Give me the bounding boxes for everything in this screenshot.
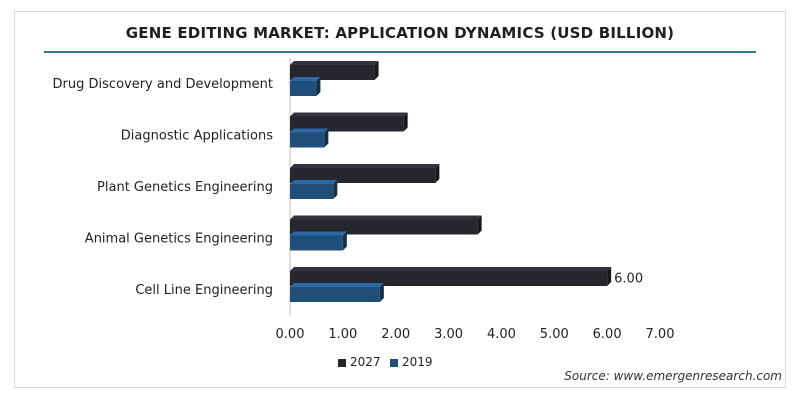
chart-title: GENE EDITING MARKET: APPLICATION DYNAMIC… <box>125 24 675 42</box>
bar-2019 <box>290 77 321 96</box>
bar-2019 <box>290 180 338 199</box>
x-tick-label: 3.00 <box>434 327 463 342</box>
bar-2019 <box>290 283 384 302</box>
bar-2027 <box>290 164 440 183</box>
category-label: Diagnostic Applications <box>121 129 273 144</box>
title-underline <box>44 51 756 53</box>
legend-swatch-2019 <box>390 359 398 367</box>
legend-label-2027: 2027 <box>350 355 381 369</box>
bar-2027 <box>290 215 482 235</box>
bar-2019 <box>290 231 347 251</box>
category-label: Cell Line Engineering <box>135 283 273 298</box>
category-label: Plant Genetics Engineering <box>97 180 273 195</box>
category-label: Drug Discovery and Development <box>53 77 273 92</box>
data-label: 6.00 <box>614 272 643 287</box>
x-tick-label: 2.00 <box>381 327 410 342</box>
x-tick-label: 7.00 <box>646 327 675 342</box>
x-tick-label: 6.00 <box>593 327 622 342</box>
bar-2019 <box>290 128 329 148</box>
bar-2027 <box>290 112 408 132</box>
bar-2027 <box>290 267 612 286</box>
x-tick-label: 4.00 <box>487 327 516 342</box>
source-note: Source: www.emergenresearch.com <box>564 369 782 383</box>
x-tick-label: 1.00 <box>328 327 357 342</box>
chart-frame <box>14 11 786 388</box>
legend-swatch-2027 <box>338 359 346 367</box>
x-tick-label: 5.00 <box>540 327 569 342</box>
x-tick-label: 0.00 <box>276 327 305 342</box>
bar-2027 <box>290 61 379 80</box>
category-label: Animal Genetics Engineering <box>85 232 273 247</box>
legend-label-2019: 2019 <box>402 355 433 369</box>
